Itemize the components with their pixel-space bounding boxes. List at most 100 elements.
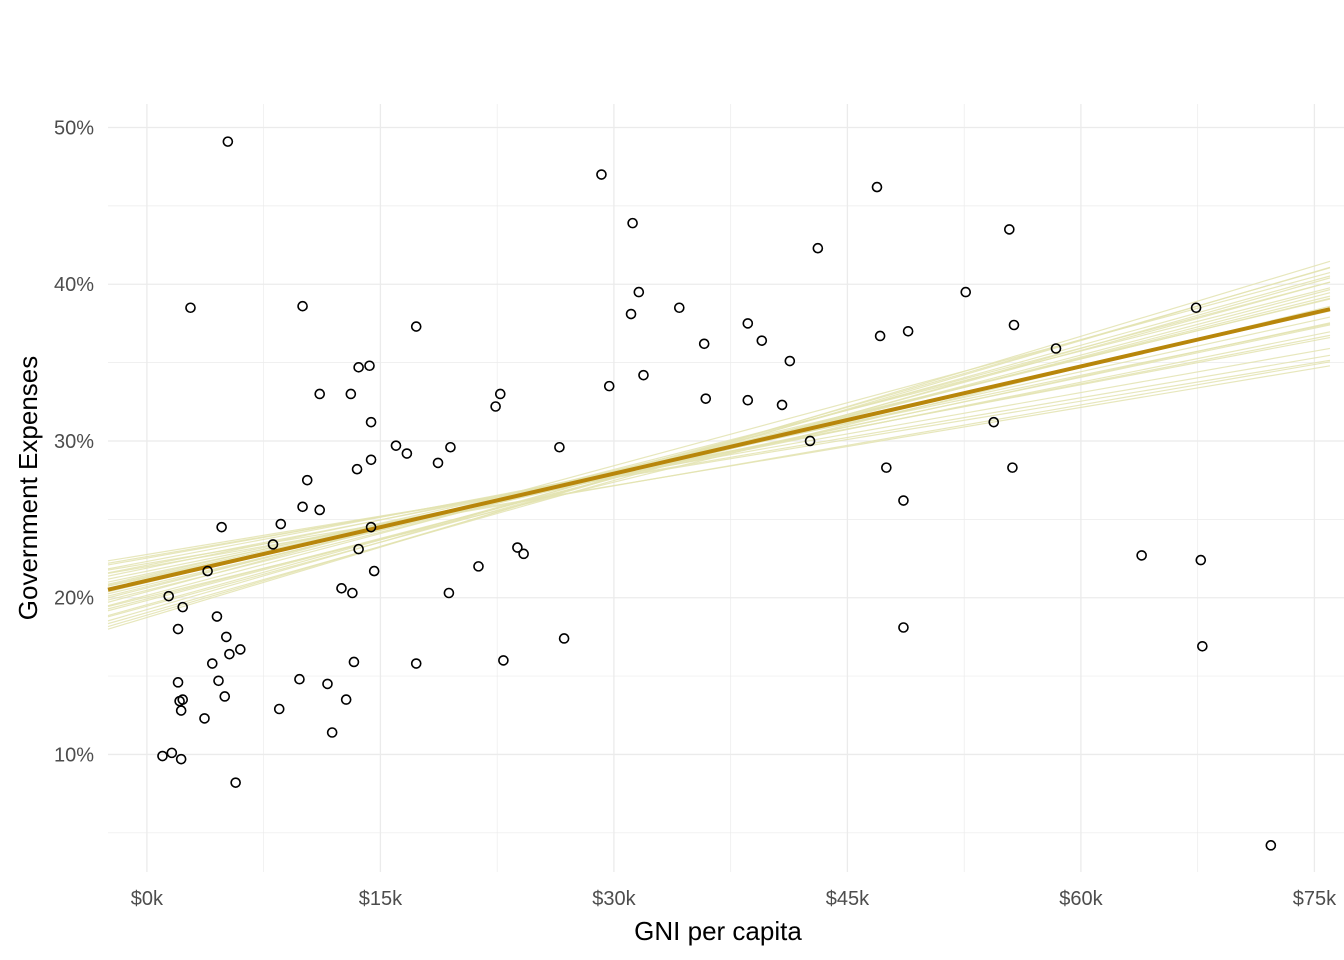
data-point — [273, 703, 285, 715]
data-point — [1004, 224, 1015, 235]
data-point — [554, 441, 565, 453]
y-axis-title: Government Expenses — [13, 356, 43, 620]
data-point — [235, 644, 246, 655]
data-point — [874, 330, 886, 342]
data-point — [211, 611, 223, 622]
data-point — [199, 713, 210, 724]
grid — [108, 104, 1344, 872]
data-point — [166, 747, 178, 759]
data-point — [473, 561, 484, 572]
data-point — [219, 691, 231, 702]
data-point — [297, 501, 308, 513]
sample-line — [107, 354, 1331, 564]
data-point — [224, 648, 235, 660]
data-point — [347, 587, 358, 599]
sample-line — [107, 271, 1331, 603]
data-point — [175, 753, 187, 765]
data-point — [172, 623, 184, 635]
data-point — [432, 457, 444, 469]
x-tick-label: $30k — [592, 888, 636, 910]
posterior-sample-lines — [107, 260, 1331, 630]
data-point — [390, 440, 402, 451]
data-point — [322, 678, 333, 690]
data-point — [871, 181, 883, 193]
sample-line — [107, 359, 1331, 562]
data-point — [297, 300, 308, 312]
data-point — [275, 518, 287, 530]
data-point — [206, 658, 218, 669]
data-point — [596, 169, 607, 180]
data-point — [230, 777, 241, 788]
data-point — [494, 388, 506, 400]
data-point — [221, 631, 232, 643]
data-point — [804, 435, 816, 447]
data-point — [518, 548, 529, 560]
regression-fit-line — [107, 307, 1331, 592]
x-tick-label: $0k — [131, 888, 164, 910]
data-point — [1008, 319, 1020, 331]
data-point — [674, 302, 685, 314]
data-point — [756, 335, 768, 346]
data-point — [988, 416, 1000, 428]
data-point — [175, 705, 187, 716]
x-axis-title: GNI per capita — [634, 916, 802, 946]
data-point — [776, 399, 788, 411]
data-point — [177, 694, 189, 705]
data-point — [185, 302, 196, 314]
data-point — [301, 474, 313, 486]
fit-line — [107, 307, 1331, 592]
data-point — [490, 401, 501, 412]
data-point — [410, 658, 422, 669]
data-point — [445, 441, 456, 453]
x-tick-label: $15k — [359, 888, 403, 910]
data-point — [625, 308, 637, 320]
data-point — [326, 727, 338, 738]
y-tick-label: 30% — [54, 431, 94, 453]
data-point — [1195, 554, 1207, 566]
data-point — [267, 539, 279, 550]
data-point — [498, 655, 509, 666]
data-point — [898, 495, 909, 506]
data-point — [368, 565, 380, 577]
data-point — [364, 360, 375, 372]
y-axis-tick-labels: 10% 20% 30% 40% 50% — [54, 118, 94, 767]
x-tick-label: $75k — [1293, 888, 1337, 910]
data-point — [881, 462, 892, 473]
data-point — [336, 583, 347, 594]
data-point — [353, 362, 364, 373]
sample-line — [107, 281, 1331, 607]
data-point — [1190, 302, 1202, 314]
data-point — [345, 388, 357, 400]
x-axis-tick-labels: $0k $15k $30k $45k $60k $75k — [131, 888, 1337, 910]
data-point — [348, 656, 360, 668]
data-point — [698, 338, 710, 350]
data-point — [1197, 641, 1208, 652]
data-point — [314, 504, 326, 516]
data-point — [784, 355, 796, 367]
y-tick-label: 10% — [54, 744, 94, 766]
data-points — [157, 136, 1277, 851]
data-point — [340, 694, 352, 705]
data-point — [314, 388, 326, 400]
data-point — [172, 677, 184, 688]
y-tick-label: 20% — [54, 588, 94, 610]
data-point — [163, 590, 175, 602]
data-point — [512, 542, 523, 553]
data-point — [898, 622, 909, 633]
data-point — [638, 369, 649, 381]
data-point — [627, 217, 638, 229]
data-point — [294, 673, 305, 685]
data-point — [558, 633, 570, 644]
data-point — [902, 325, 914, 337]
data-point — [351, 463, 363, 475]
data-point — [742, 318, 754, 329]
data-point — [177, 601, 189, 613]
data-point — [633, 286, 645, 298]
data-point — [410, 321, 422, 332]
sample-line — [107, 361, 1331, 575]
data-point — [216, 521, 227, 533]
data-point — [812, 242, 824, 254]
sample-line — [107, 297, 1331, 597]
data-point — [1007, 462, 1018, 473]
